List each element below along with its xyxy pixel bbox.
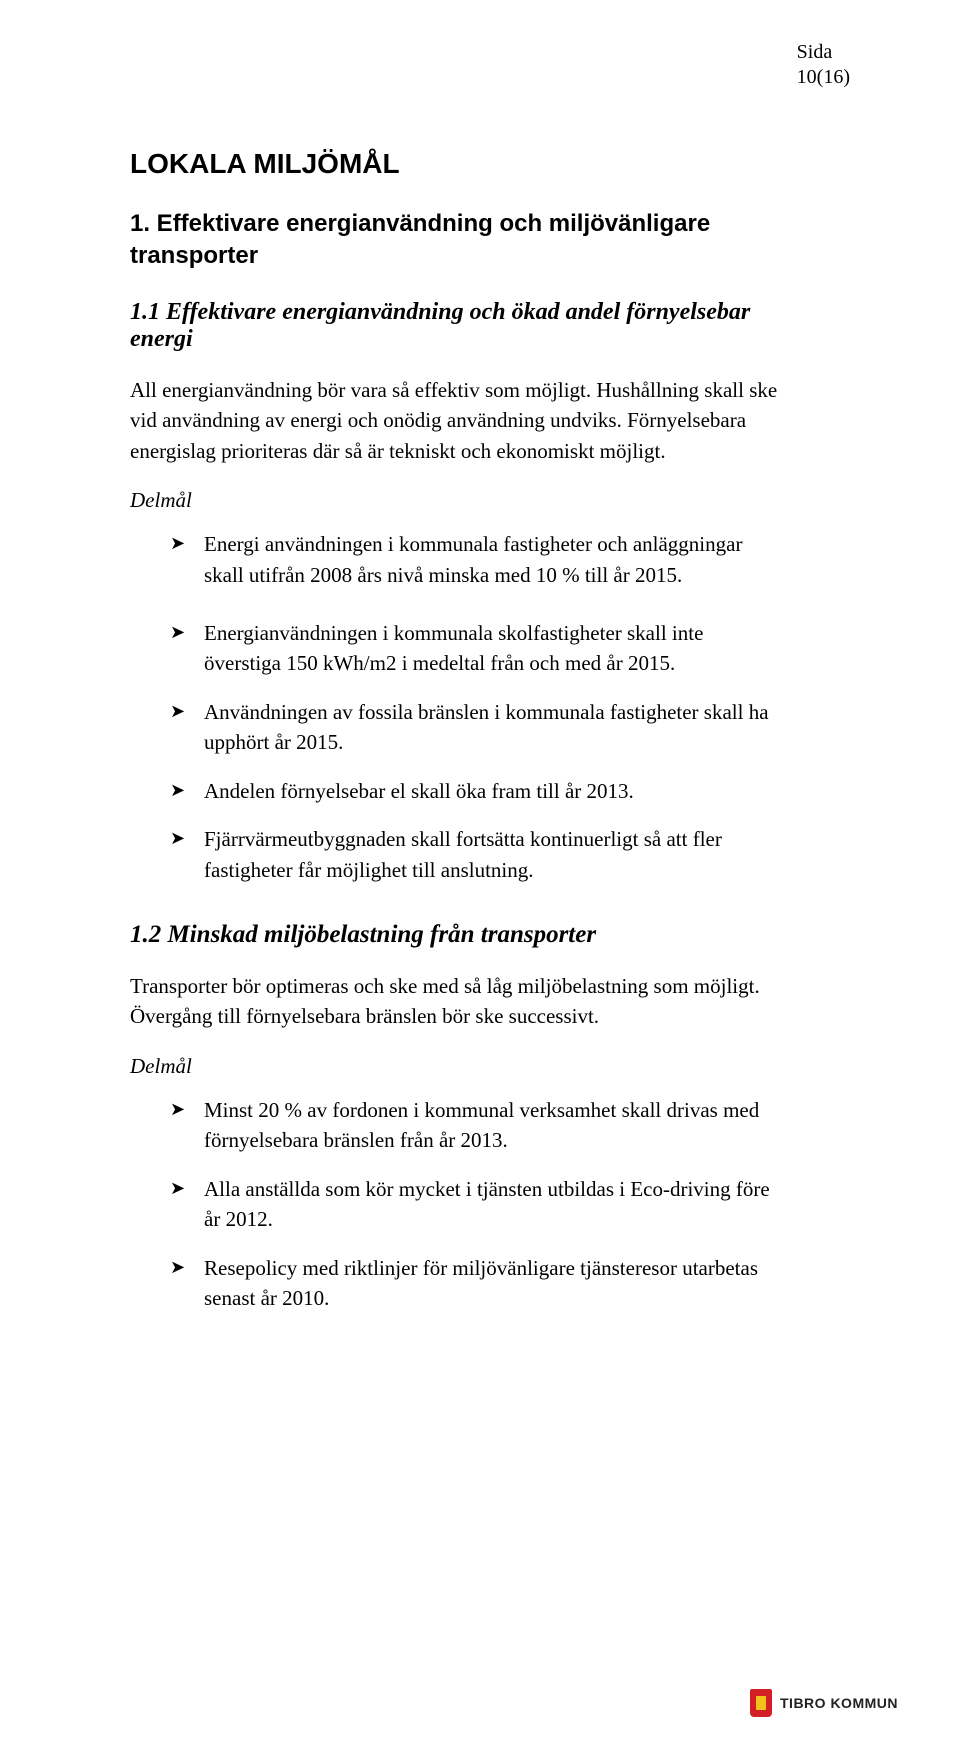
page-header: Sida 10(16): [797, 40, 850, 90]
block-1-heading: 1.1 Effektivare energianvändning och öka…: [130, 299, 780, 353]
page-header-number: 10(16): [797, 65, 850, 90]
list-item: Energianvändningen i kommunala skolfasti…: [170, 618, 780, 679]
page: Sida 10(16) LOKALA MILJÖMÅL 1. Effektiva…: [0, 0, 960, 1755]
subsection-1-title: 1. Effektivare energianvändning och milj…: [130, 208, 780, 273]
section-title: LOKALA MILJÖMÅL: [130, 148, 780, 180]
list-item: Resepolicy med riktlinjer för miljövänli…: [170, 1253, 780, 1314]
block-1-paragraph: All energianvändning bör vara så effekti…: [130, 375, 780, 466]
block-2-heading: 1.2 Minskad miljöbelastning från transpo…: [130, 921, 780, 949]
list-item: Andelen förnyelsebar el skall öka fram t…: [170, 776, 780, 806]
block-2-list: Minst 20 % av fordonen i kommunal verksa…: [130, 1095, 780, 1314]
block-1-list: Energi användningen i kommunala fastighe…: [130, 529, 780, 885]
list-item: Energi användningen i kommunala fastighe…: [170, 529, 780, 590]
shield-icon-inner: [756, 1696, 766, 1710]
block-2-paragraph: Transporter bör optimeras och ske med så…: [130, 971, 780, 1032]
block-1-delmal-label: Delmål: [130, 488, 780, 513]
list-item: Minst 20 % av fordonen i kommunal verksa…: [170, 1095, 780, 1156]
list-item: Alla anställda som kör mycket i tjänsten…: [170, 1174, 780, 1235]
list-item: Användningen av fossila bränslen i kommu…: [170, 697, 780, 758]
list-item: Fjärrvärmeutbyggnaden skall fortsätta ko…: [170, 824, 780, 885]
footer-logo: TIBRO KOMMUN: [750, 1689, 898, 1717]
shield-icon: [750, 1689, 772, 1717]
block-2-delmal-label: Delmål: [130, 1054, 780, 1079]
footer-text: TIBRO KOMMUN: [780, 1695, 898, 1711]
page-header-label: Sida: [797, 40, 850, 65]
